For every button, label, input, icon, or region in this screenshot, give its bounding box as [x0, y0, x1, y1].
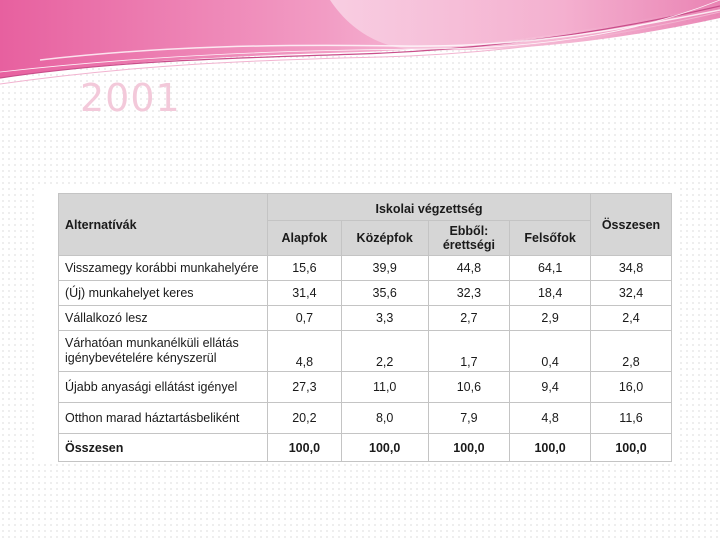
- table-row: Otthon marad háztartásbeliként 20,2 8,0 …: [58, 402, 672, 434]
- cell-value: 3,3: [340, 305, 429, 331]
- cell-value: 18,4: [509, 280, 591, 306]
- cell-value: 32,3: [427, 280, 511, 306]
- cell-value: 100,0: [340, 433, 429, 462]
- table-row: Vállalkozó lesz 0,7 3,3 2,7 2,9 2,4: [58, 305, 672, 331]
- table-row: (Új) munkahelyet keres 31,4 35,6 32,3 18…: [58, 280, 672, 306]
- row-label-text: Várhatóan munkanélküli ellátás igénybevé…: [65, 336, 239, 365]
- header-level: Alapfok: [267, 220, 342, 256]
- cell-value: 31,4: [267, 280, 342, 306]
- cell-value: 100,0: [427, 433, 511, 462]
- cell-value: 2,8: [590, 330, 672, 372]
- cell-value: 2,4: [590, 305, 672, 331]
- cell-value: 20,2: [267, 402, 342, 434]
- row-label: Vállalkozó lesz: [58, 305, 268, 331]
- table-row-total: Összesen 100,0 100,0 100,0 100,0 100,0: [58, 433, 672, 462]
- cell-value: 4,8: [267, 330, 342, 372]
- data-table: Alternatívák Iskolai végzettség Összesen…: [58, 193, 672, 462]
- table-row: Visszamegy korábbi munkahelyére 15,6 39,…: [58, 255, 672, 281]
- row-label: (Új) munkahelyet keres: [58, 280, 268, 306]
- cell-value: 1,7: [427, 330, 511, 372]
- slide-title: 2001: [80, 76, 181, 120]
- cell-value: 11,6: [590, 402, 672, 434]
- cell-value: 34,8: [590, 255, 672, 281]
- cell-value: 4,8: [509, 402, 591, 434]
- header-education-group: Iskolai végzettség: [267, 193, 591, 221]
- cell-value: 2,9: [509, 305, 591, 331]
- cell-value: 0,7: [267, 305, 342, 331]
- cell-value: 2,7: [427, 305, 511, 331]
- cell-value: 27,3: [267, 371, 342, 403]
- decorative-banner: [0, 0, 720, 85]
- table-row: Újabb anyasági ellátást igényel 27,3 11,…: [58, 371, 672, 403]
- header-level: Középfok: [340, 220, 429, 256]
- cell-value: 15,6: [267, 255, 342, 281]
- header-total: Összesen: [590, 193, 672, 256]
- row-label: Újabb anyasági ellátást igényel: [58, 371, 268, 403]
- header-level: Felsőfok: [509, 220, 591, 256]
- header-level-text: Ebből: érettségi: [442, 224, 495, 252]
- cell-value: 11,0: [340, 371, 429, 403]
- cell-value: 8,0: [340, 402, 429, 434]
- cell-value: 39,9: [340, 255, 429, 281]
- cell-value: 32,4: [590, 280, 672, 306]
- cell-value: 44,8: [427, 255, 511, 281]
- cell-value: 16,0: [590, 371, 672, 403]
- cell-value: 0,4: [509, 330, 591, 372]
- header-level: Ebből: érettségi: [427, 220, 511, 256]
- cell-value: 7,9: [427, 402, 511, 434]
- cell-value: 100,0: [267, 433, 342, 462]
- cell-value: 2,2: [340, 330, 429, 372]
- row-label: Várhatóan munkanélküli ellátás igénybevé…: [58, 330, 268, 372]
- table-row: Várhatóan munkanélküli ellátás igénybevé…: [58, 330, 672, 372]
- cell-value: 35,6: [340, 280, 429, 306]
- cell-value: 100,0: [509, 433, 591, 462]
- header-alternatives: Alternatívák: [58, 193, 268, 256]
- cell-value: 100,0: [590, 433, 672, 462]
- cell-value: 64,1: [509, 255, 591, 281]
- row-label: Otthon marad háztartásbeliként: [58, 402, 268, 434]
- cell-value: 10,6: [427, 371, 511, 403]
- cell-value: 9,4: [509, 371, 591, 403]
- row-label: Visszamegy korábbi munkahelyére: [58, 255, 268, 281]
- table-image: Alternatívák Iskolai végzettség Összesen…: [38, 185, 678, 463]
- row-label: Összesen: [58, 433, 268, 462]
